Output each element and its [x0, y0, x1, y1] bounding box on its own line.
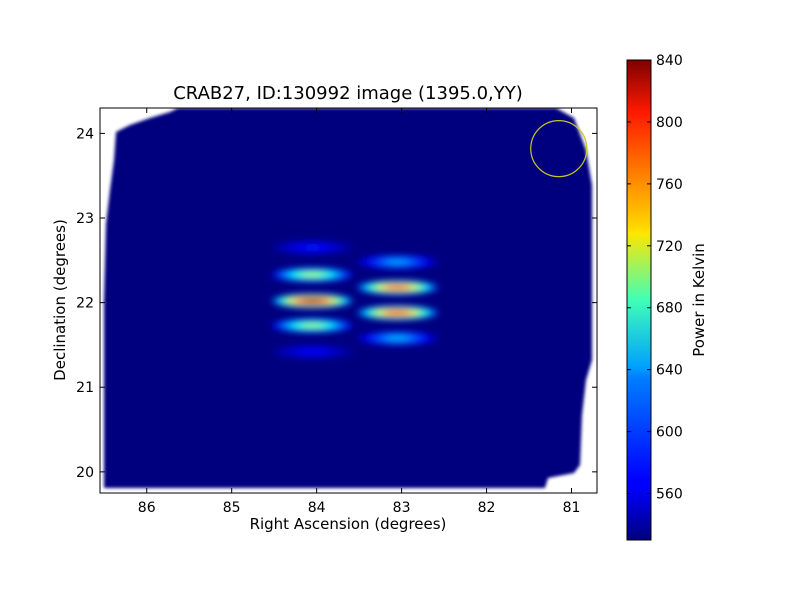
hotspot-level — [302, 323, 323, 328]
x-axis-label: Right Ascension (degrees) — [250, 515, 447, 533]
hotspot — [271, 318, 354, 333]
y-tick-label: 21 — [76, 380, 94, 396]
hotspot — [356, 280, 439, 295]
hotspot — [271, 293, 354, 309]
colorbar-tick-label: 680 — [656, 301, 683, 317]
y-axis: 20 21 22 23 24 — [76, 126, 597, 481]
colorbar-tick-label: 760 — [656, 177, 683, 193]
hotspot-level — [387, 336, 408, 341]
hotspot-level — [387, 310, 408, 315]
hotspot — [271, 240, 354, 255]
plot-frame — [99, 107, 598, 494]
colorbar: 560 600 640 680 720 760 800 840 Power in Kelvin — [626, 53, 708, 541]
colorbar-tick-label: 840 — [656, 53, 683, 69]
x-tick-label: 85 — [223, 500, 241, 516]
colorbar-tick-label: 640 — [656, 363, 683, 379]
hotspot-level — [302, 298, 323, 303]
colorbar-ticks: 560 600 640 680 720 760 800 840 — [627, 53, 683, 503]
hotspot-layer — [271, 240, 439, 359]
x-tick-label: 83 — [393, 500, 411, 516]
colorbar-tick-label: 800 — [656, 115, 683, 131]
colorbar-label: Power in Kelvin — [690, 243, 708, 357]
x-tick-label: 84 — [308, 500, 326, 516]
hotspot — [356, 305, 439, 320]
y-tick-label: 24 — [76, 126, 94, 142]
hotspot — [271, 267, 354, 282]
colorbar-tick-label: 560 — [656, 487, 683, 503]
y-tick-label: 23 — [76, 211, 94, 227]
hotspot-level — [302, 349, 323, 354]
hotspot-level — [302, 272, 323, 277]
hotspot — [356, 254, 439, 270]
colorbar-tick-label: 600 — [656, 425, 683, 441]
hotspot — [271, 344, 354, 359]
x-tick-label: 82 — [478, 500, 496, 516]
colorbar-gradient — [626, 59, 652, 541]
x-tick-label: 81 — [563, 500, 581, 516]
y-axis-label: Declination (degrees) — [51, 219, 69, 381]
x-tick-label: 86 — [138, 500, 156, 516]
colorbar-tick-label: 720 — [656, 239, 683, 255]
chart-title: CRAB27, ID:130992 image (1395.0,YY) — [173, 83, 523, 104]
hotspot-level — [302, 245, 323, 250]
plot-area — [99, 107, 598, 494]
beam-circle — [530, 119, 588, 178]
hotspot-level — [387, 260, 408, 264]
x-axis: 86 85 84 83 82 81 — [138, 108, 581, 516]
y-tick-label: 22 — [76, 296, 94, 312]
hotspot — [356, 330, 439, 346]
y-tick-label: 20 — [76, 465, 94, 481]
hotspot-level — [387, 285, 408, 290]
